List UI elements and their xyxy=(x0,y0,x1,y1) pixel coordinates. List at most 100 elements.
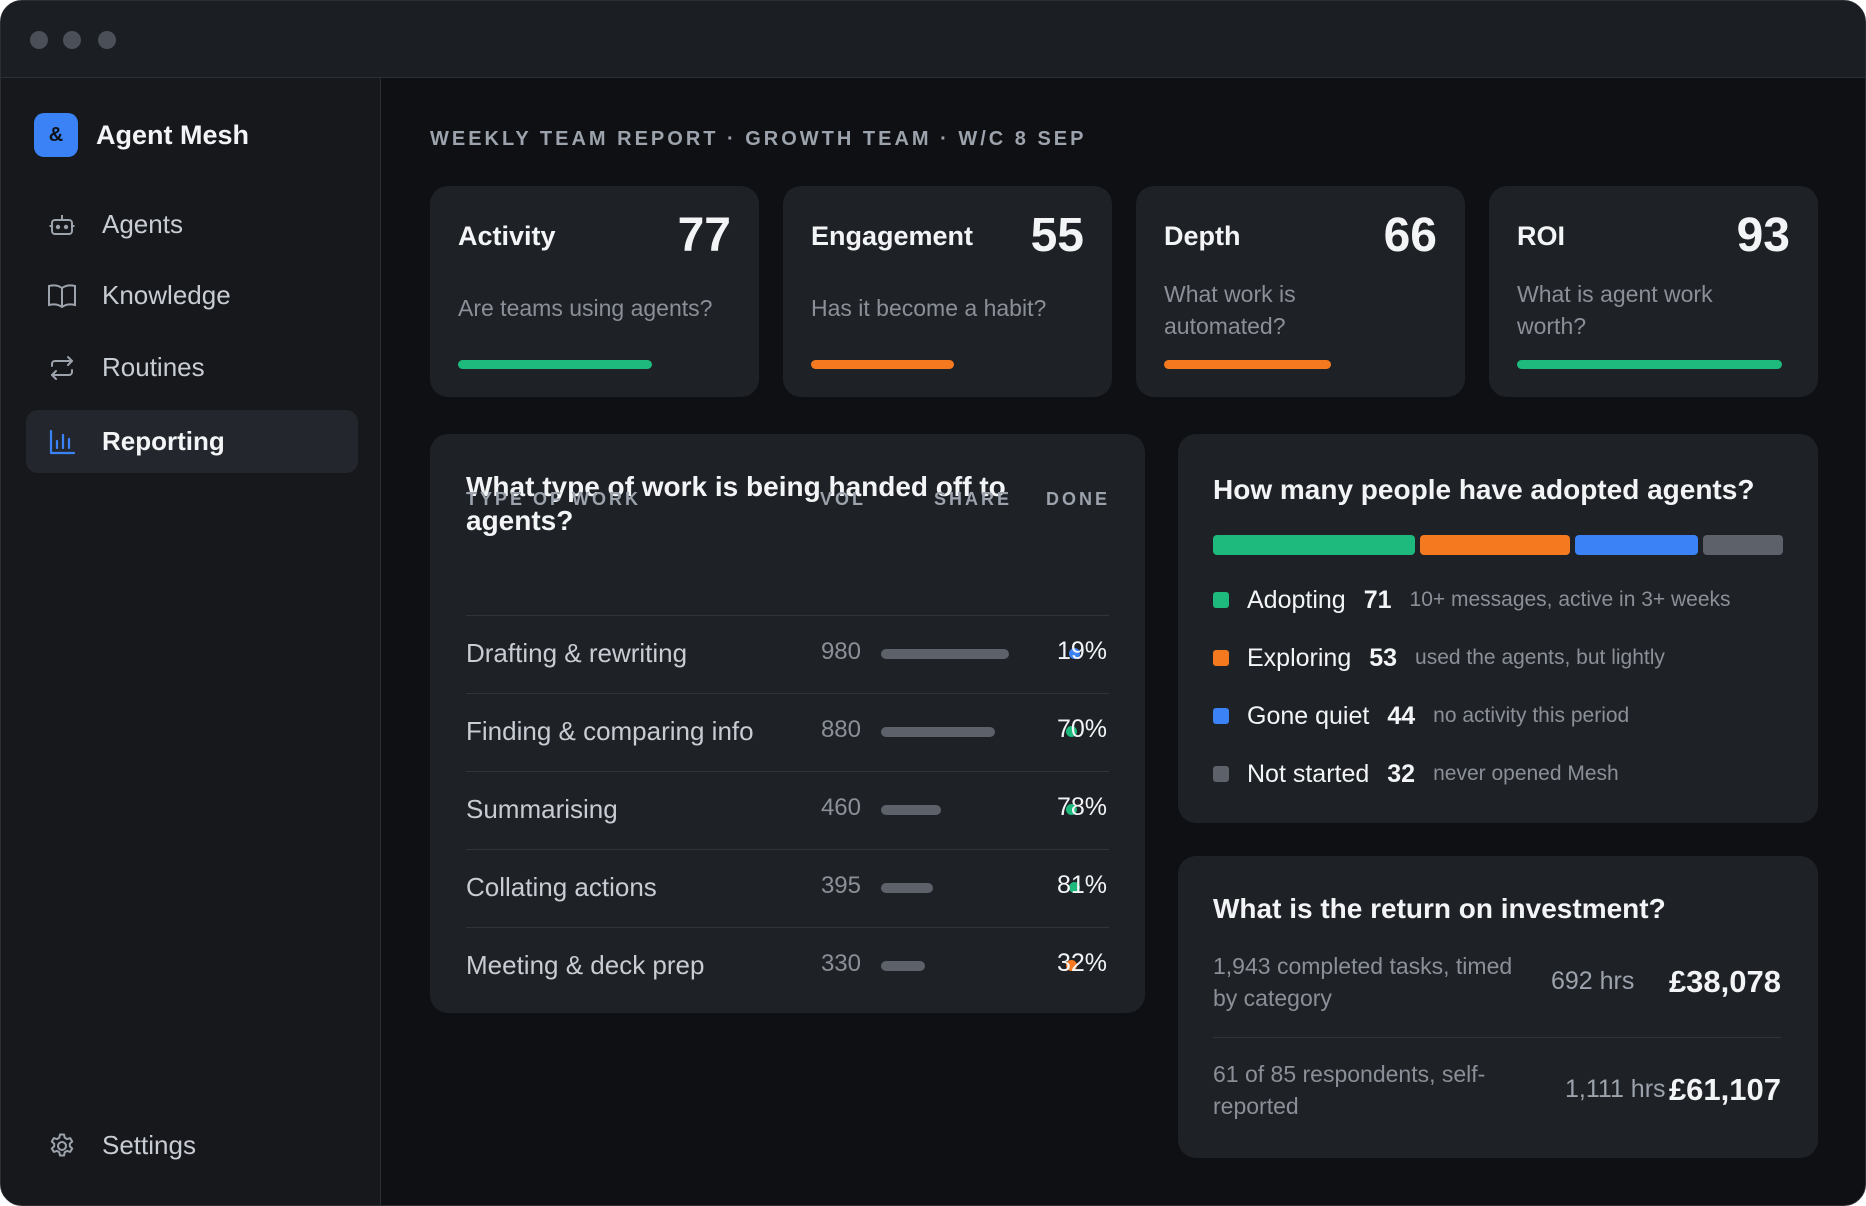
book-icon xyxy=(46,280,78,312)
column-header-vol: VOL xyxy=(820,489,867,509)
minimize-window-button[interactable] xyxy=(63,31,81,49)
close-window-button[interactable] xyxy=(30,31,48,49)
sidebar-item-knowledge[interactable]: Knowledge xyxy=(26,264,358,327)
column-header-done: DONE xyxy=(1046,489,1111,509)
legend-name: Gone quiet xyxy=(1247,701,1370,730)
adoption-segment-gone-quiet[interactable] xyxy=(1575,535,1698,555)
share-bar xyxy=(881,649,1009,659)
adoption-segment-exploring[interactable] xyxy=(1420,535,1570,555)
kpi-score: 93 xyxy=(1736,209,1790,262)
roi-row-hours: 692 hrs xyxy=(1551,967,1635,995)
legend-item-adopting: Adopting 71 10+ messages, active in 3+ w… xyxy=(1213,580,1731,620)
done-percent: 19% xyxy=(1056,637,1107,665)
status-dot xyxy=(1069,882,1080,893)
brand[interactable]: & Agent Mesh xyxy=(34,113,249,157)
table-row[interactable]: Finding & comparing info 880 70% xyxy=(466,693,1109,771)
table-row[interactable]: Drafting & rewriting 980 19% xyxy=(466,615,1109,693)
kpi-name: ROI xyxy=(1517,221,1566,251)
sidebar-item-routines[interactable]: Routines xyxy=(26,336,358,399)
bar-chart-icon xyxy=(46,426,78,458)
kpi-question: What work is automated? xyxy=(1164,281,1296,339)
work-type-label: Drafting & rewriting xyxy=(466,638,688,668)
robot-icon xyxy=(46,209,78,241)
table-row[interactable]: Summarising 460 78% xyxy=(466,771,1109,849)
maximize-window-button[interactable] xyxy=(98,31,116,49)
adoption-segment-not-started[interactable] xyxy=(1703,535,1783,555)
legend-name: Not started xyxy=(1247,759,1370,788)
legend-description: 10+ messages, active in 3+ weeks xyxy=(1409,588,1731,611)
title-bar xyxy=(1,1,1865,78)
adoption-segment-adopting[interactable] xyxy=(1213,535,1415,555)
share-bar xyxy=(881,727,995,737)
table-row[interactable]: Collating actions 395 81% xyxy=(466,849,1109,927)
legend-description: no activity this period xyxy=(1433,704,1630,727)
sidebar: & Agent Mesh Agents xyxy=(1,78,381,1205)
work-type-label: Meeting & deck prep xyxy=(466,950,705,980)
app-name: Agent Mesh xyxy=(96,119,250,150)
kpi-progress-bar xyxy=(458,360,652,369)
report-title: WEEKLY TEAM REPORT · GROWTH TEAM · W/C 8… xyxy=(430,128,1087,150)
kpi-name: Depth xyxy=(1164,221,1241,251)
adoption-title: How many people have adopted agents? xyxy=(1213,474,1755,505)
done-percent: 81% xyxy=(1056,871,1107,899)
sidebar-item-label: Agents xyxy=(102,209,183,239)
legend-swatch xyxy=(1213,650,1229,666)
roi-row-amount: £38,078 xyxy=(1668,964,1781,999)
roi-row-description: 1,943 completed tasks, timed by category xyxy=(1213,953,1513,1011)
work-volume: 880 xyxy=(820,716,861,743)
kpi-progress-bar xyxy=(811,360,954,369)
share-bar xyxy=(881,883,933,893)
kpi-score: 77 xyxy=(677,209,731,262)
kpi-card-engagement[interactable]: Engagement 55 Has it become a habit? xyxy=(783,186,1112,397)
column-header-share: SHARE xyxy=(934,489,1013,509)
kpi-question: What is agent work worth? xyxy=(1517,281,1713,339)
kpi-score: 55 xyxy=(1030,209,1084,262)
roi-row-amount: £61,107 xyxy=(1668,1072,1781,1107)
work-type-label: Finding & comparing info xyxy=(466,716,754,746)
work-type-card xyxy=(430,434,1145,1013)
app-logo: & xyxy=(34,113,78,157)
sidebar-item-agents[interactable]: Agents xyxy=(26,193,358,256)
kpi-name: Engagement xyxy=(811,221,974,251)
status-dot xyxy=(1066,726,1077,737)
sidebar-item-label: Routines xyxy=(102,352,205,382)
done-percent: 78% xyxy=(1056,793,1107,821)
legend-item-not-started: Not started 32 never opened Mesh xyxy=(1213,754,1619,794)
work-volume: 330 xyxy=(820,950,861,977)
roi-card xyxy=(1178,856,1818,1158)
adoption-card xyxy=(1178,434,1818,823)
work-volume: 460 xyxy=(820,794,861,821)
kpi-card-activity[interactable]: Activity 77 Are teams using agents? xyxy=(430,186,759,397)
done-percent: 32% xyxy=(1056,949,1107,977)
roi-title: What is the return on investment? xyxy=(1213,893,1666,924)
kpi-card-roi[interactable]: ROI 93 What is agent work worth? xyxy=(1489,186,1818,397)
work-type-label: Collating actions xyxy=(466,872,657,902)
kpi-progress-bar xyxy=(1517,360,1782,369)
repeat-icon xyxy=(46,352,78,384)
legend-swatch xyxy=(1213,708,1229,724)
legend-item-exploring: Exploring 53 used the agents, but lightl… xyxy=(1213,638,1665,678)
kpi-question: Are teams using agents? xyxy=(458,295,713,321)
legend-count: 71 xyxy=(1363,585,1392,614)
sidebar-item-reporting[interactable]: Reporting xyxy=(26,410,358,473)
gear-icon xyxy=(46,1130,78,1162)
legend-item-gone-quiet: Gone quiet 44 no activity this period xyxy=(1213,696,1629,736)
roi-row-hours: 1,111 hrs xyxy=(1565,1075,1666,1103)
status-dot xyxy=(1066,960,1077,971)
kpi-score: 66 xyxy=(1383,209,1437,262)
kpi-card-depth[interactable]: Depth 66 What work is automated? xyxy=(1136,186,1465,397)
status-dot xyxy=(1069,648,1080,659)
legend-count: 32 xyxy=(1387,759,1416,788)
legend-description: never opened Mesh xyxy=(1433,762,1619,785)
work-volume: 395 xyxy=(820,872,861,899)
legend-name: Exploring xyxy=(1247,643,1352,672)
main-content: WEEKLY TEAM REPORT · GROWTH TEAM · W/C 8… xyxy=(382,78,1865,1205)
done-percent: 70% xyxy=(1056,715,1107,743)
work-volume: 980 xyxy=(820,638,861,665)
legend-count: 53 xyxy=(1369,643,1398,672)
table-row[interactable]: Meeting & deck prep 330 32% xyxy=(466,927,1109,1005)
sidebar-item-settings[interactable]: Settings xyxy=(26,1114,358,1177)
kpi-name: Activity xyxy=(458,221,556,251)
kpi-progress-bar xyxy=(1164,360,1331,369)
legend-swatch xyxy=(1213,766,1229,782)
